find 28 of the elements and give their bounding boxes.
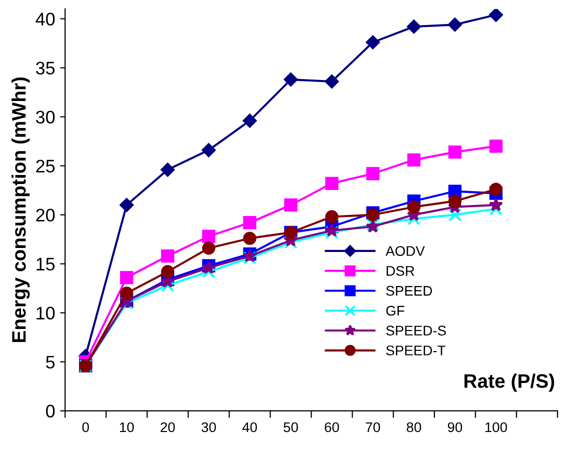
y-tick-label: 25 xyxy=(36,160,55,173)
y-tick-label: 10 xyxy=(36,306,55,320)
y-axis-title: Energy consumption (mWhr) xyxy=(12,77,30,342)
x-tick-label: 80 xyxy=(406,422,422,432)
x-tick-label: 70 xyxy=(366,422,380,432)
y-tick-label: 30 xyxy=(36,110,55,124)
legend-label: SPEED-S xyxy=(386,326,446,336)
x-tick-label: 30 xyxy=(202,422,216,432)
x-tick-label: 90 xyxy=(448,422,462,432)
x-tick-label: 0 xyxy=(82,422,89,432)
x-tick-label: 40 xyxy=(242,422,257,432)
x-axis-title: Rate (P/S) xyxy=(464,374,554,392)
x-tick-label: 20 xyxy=(160,422,175,432)
y-tick-label: 5 xyxy=(46,356,55,369)
legend-label: GF xyxy=(386,306,404,316)
x-tick-label: 50 xyxy=(284,422,298,432)
legend-label: AODV xyxy=(386,246,425,256)
x-tick-label: 10 xyxy=(120,422,134,432)
y-tick-label: 0 xyxy=(46,404,55,418)
legend-label: DSR xyxy=(386,266,414,276)
legend-label: SPEED-T xyxy=(386,346,446,356)
y-tick-label: 20 xyxy=(36,208,55,222)
y-tick-label: 15 xyxy=(36,258,55,271)
legend-label: SPEED xyxy=(386,286,432,296)
x-tick-label: 100 xyxy=(485,422,507,432)
x-tick-label: 60 xyxy=(324,422,339,432)
y-tick-label: 35 xyxy=(36,62,55,75)
y-tick-label: 40 xyxy=(36,12,55,26)
